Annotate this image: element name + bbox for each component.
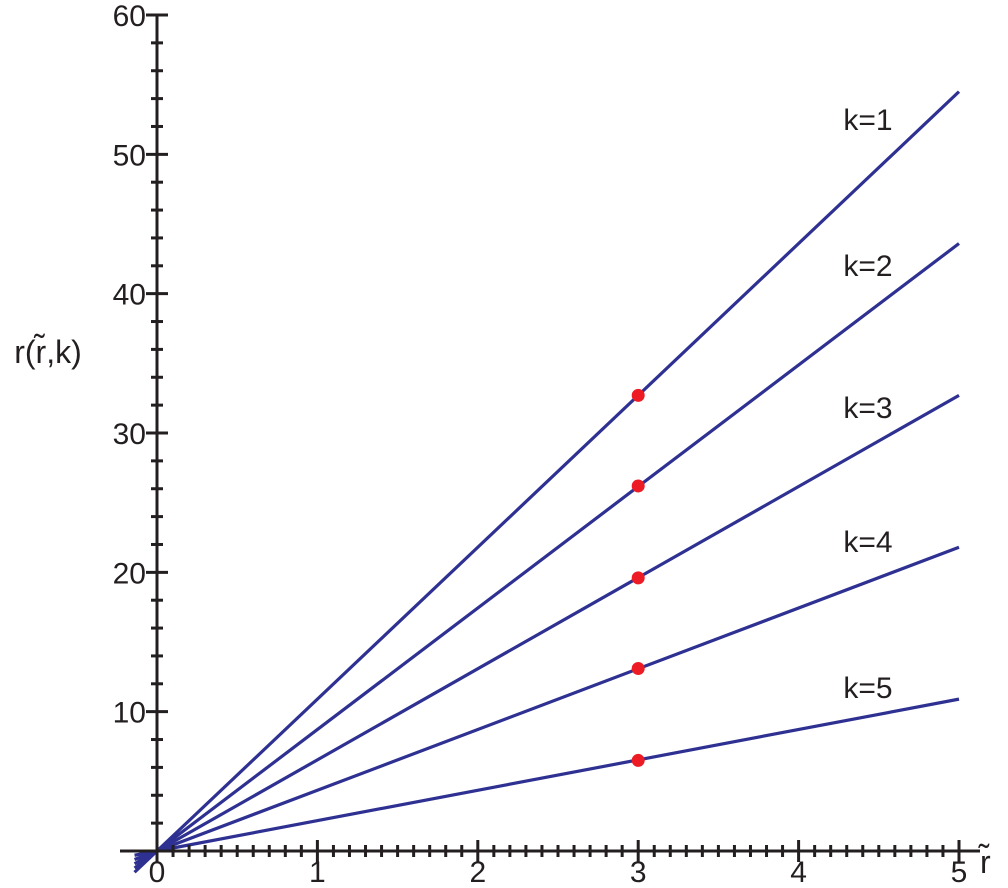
axes-layer [120,13,980,862]
y-tick-label: 30 [113,418,146,451]
series-line-k1 [133,90,961,874]
y-tick-label: 60 [113,0,146,33]
series-label-k5: k=5 [843,672,892,705]
y-tick-label: 50 [113,139,146,172]
series-label-k3: k=3 [843,392,892,425]
x-tick-label: 1 [309,856,326,888]
highlight-point-k2 [631,479,645,493]
x-tick-label: 4 [790,856,807,888]
highlight-point-k3 [631,571,645,585]
highlight-point-k5 [631,753,645,767]
y-tick-label: 10 [113,697,146,730]
series-line-k3 [133,393,960,866]
x-tick-label: 5 [951,856,968,888]
points-layer [631,388,645,767]
series-label-k2: k=2 [843,250,892,283]
y-tick-label: 20 [113,557,146,590]
series-label-k4: k=4 [843,526,892,559]
series-label-k1: k=1 [843,104,892,137]
series-line-k2 [133,242,960,870]
labels-layer: 0 1 2 3 4 5 10 20 30 40 50 60 r(r̃,k) r̃ k=1 k=2 k=3 k=4 k… [14,0,991,888]
x-axis-label: r̃ [978,844,991,880]
highlight-point-k4 [631,661,645,675]
series-layer [133,90,961,874]
y-tick-label: 40 [113,279,146,312]
x-tick-label: 0 [149,856,166,888]
x-tick-label: 2 [469,856,486,888]
highlight-point-k1 [631,388,645,402]
series-line-k5 [134,697,960,857]
y-axis-label: r(r̃,k) [14,334,82,370]
x-tick-label: 3 [630,856,647,888]
series-line-k4 [133,545,960,862]
